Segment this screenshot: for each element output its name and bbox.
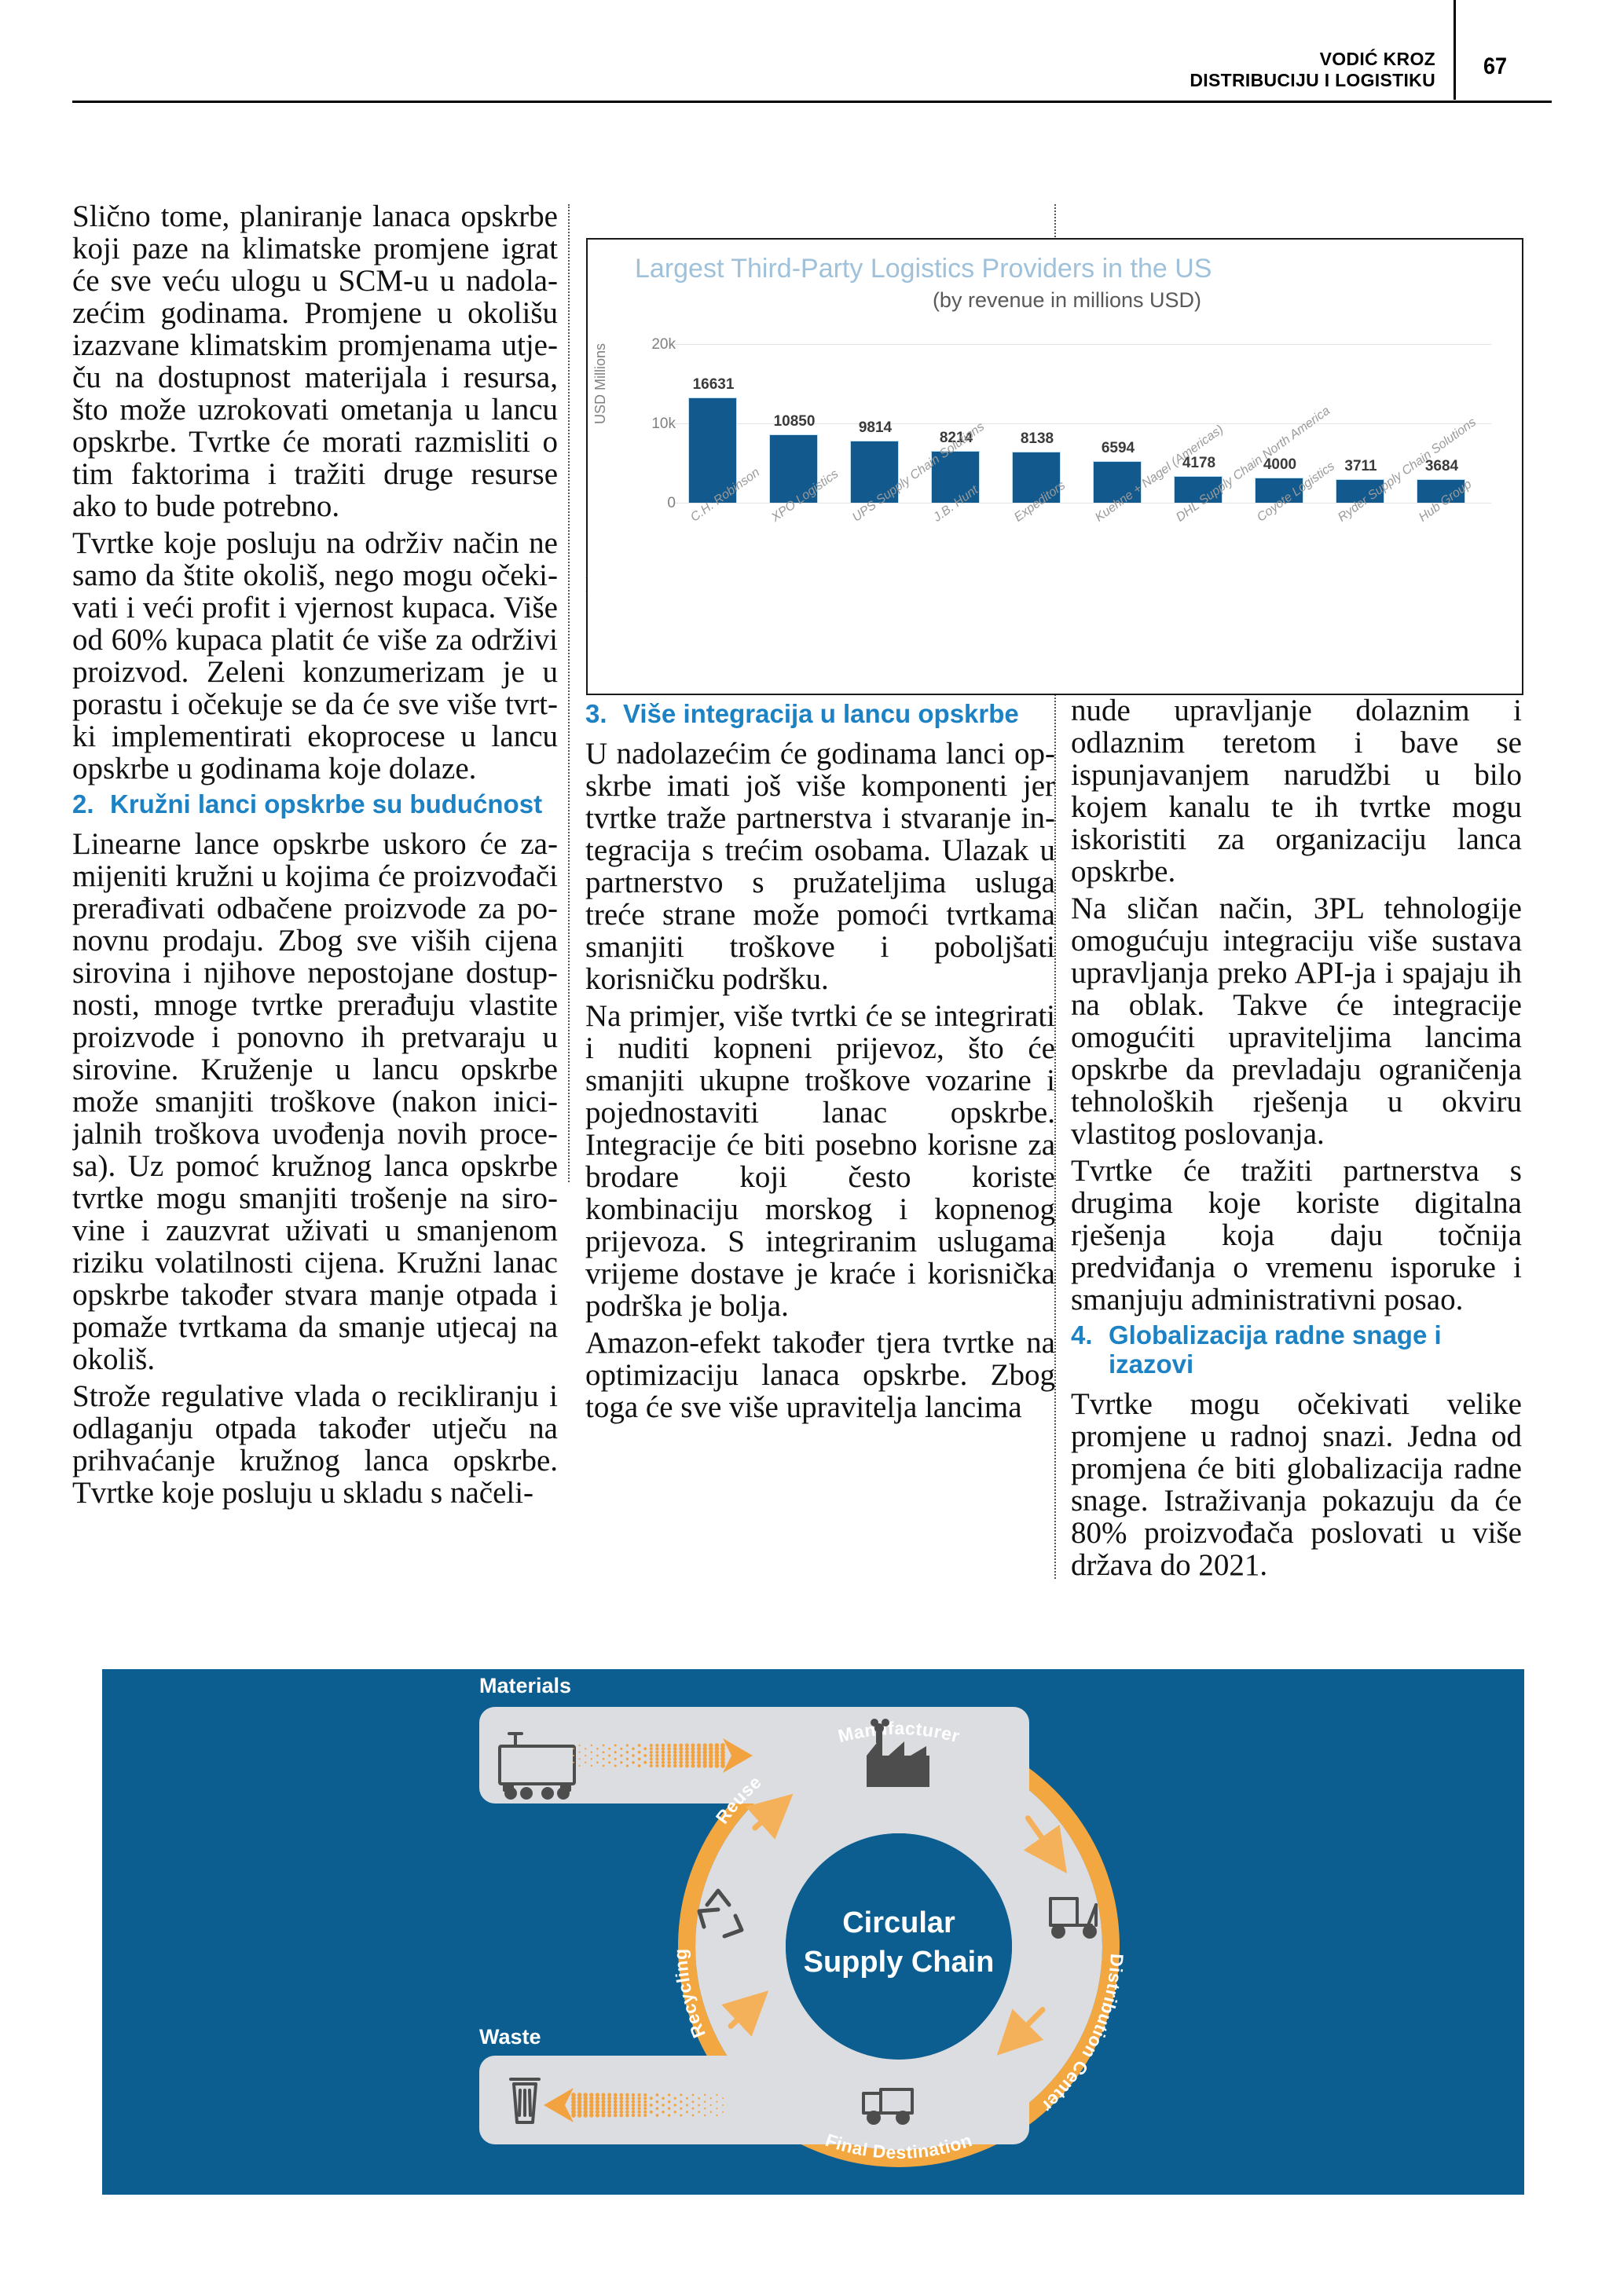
svg-text:Supply Chain: Supply Chain bbox=[804, 1946, 995, 1979]
svg-text:Circular: Circular bbox=[842, 1906, 955, 1939]
svg-text:Materials: Materials bbox=[479, 1674, 571, 1697]
svg-text:Waste: Waste bbox=[479, 2025, 541, 2049]
